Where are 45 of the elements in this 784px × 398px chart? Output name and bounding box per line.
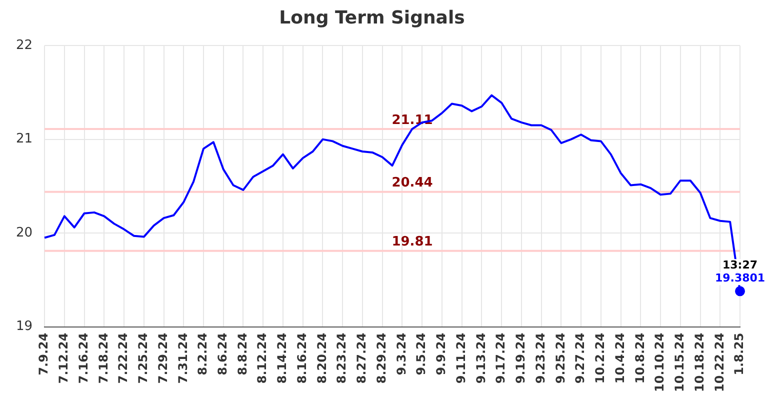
x-tick-label: 8.12.24 [255,332,270,384]
x-tick-label: 8.14.24 [275,332,290,384]
x-tick-label: 8.6.24 [216,332,230,376]
x-tick-label: 9.5.24 [414,332,428,376]
x-tick-label: 7.25.24 [136,332,150,384]
x-tick-label: 10.8.24 [632,332,647,384]
x-tick-label: 7.12.24 [56,332,71,384]
x-tick-label: 10.2.24 [593,332,608,384]
x-tick-label: 9.23.24 [533,332,548,384]
annotation: 19.3801 [714,272,766,285]
x-tick-label: 8.23.24 [334,332,349,384]
x-tick-label: 7.9.24 [36,332,51,376]
x-tick-label: 9.9.24 [434,332,448,376]
x-tick-label: 9.13.24 [474,332,488,384]
x-tick-label: 10.15.24 [672,332,687,392]
x-tick-label: 9.19.24 [514,332,528,384]
x-tick-label: 9.27.24 [573,332,588,384]
x-tick-label: 1.8.25 [732,332,746,376]
y-tick-label: 20 [16,225,33,240]
x-tick-label: 8.8.24 [235,332,250,376]
x-tick-label: 10.18.24 [692,332,706,392]
y-tick-label: 19 [16,319,33,334]
x-tick-label: 10.10.24 [652,332,667,392]
x-tick-label: 9.25.24 [553,332,568,384]
x-tick-label: 7.31.24 [176,332,190,384]
x-tick-label: 10.4.24 [612,332,627,384]
x-tick-label: 8.2.24 [196,332,210,376]
x-tick-label: 7.16.24 [76,332,90,384]
annotation: 13:27 [722,258,758,272]
x-tick-label: 7.22.24 [116,332,130,384]
y-tick-label: 21 [16,132,33,147]
x-tick-label: 8.27.24 [354,332,369,384]
x-tick-label: 7.29.24 [156,332,170,384]
x-tick-label: 10.22.24 [712,332,726,392]
x-tick-label: 9.17.24 [494,332,508,384]
x-tick-label: 9.3.24 [394,332,408,376]
x-tick-label: 9.11.24 [454,332,468,384]
y-tick-label: 22 [16,38,33,53]
ref-line-label: 19.81 [392,234,433,250]
x-tick-label: 8.29.24 [374,332,388,384]
ref-line-label: 20.44 [392,176,433,191]
chart-title: Long Term Signals [279,7,465,28]
x-tick-label: 7.18.24 [96,332,110,384]
x-tick-label: 8.20.24 [314,332,329,384]
x-tick-label: 8.16.24 [294,332,309,384]
